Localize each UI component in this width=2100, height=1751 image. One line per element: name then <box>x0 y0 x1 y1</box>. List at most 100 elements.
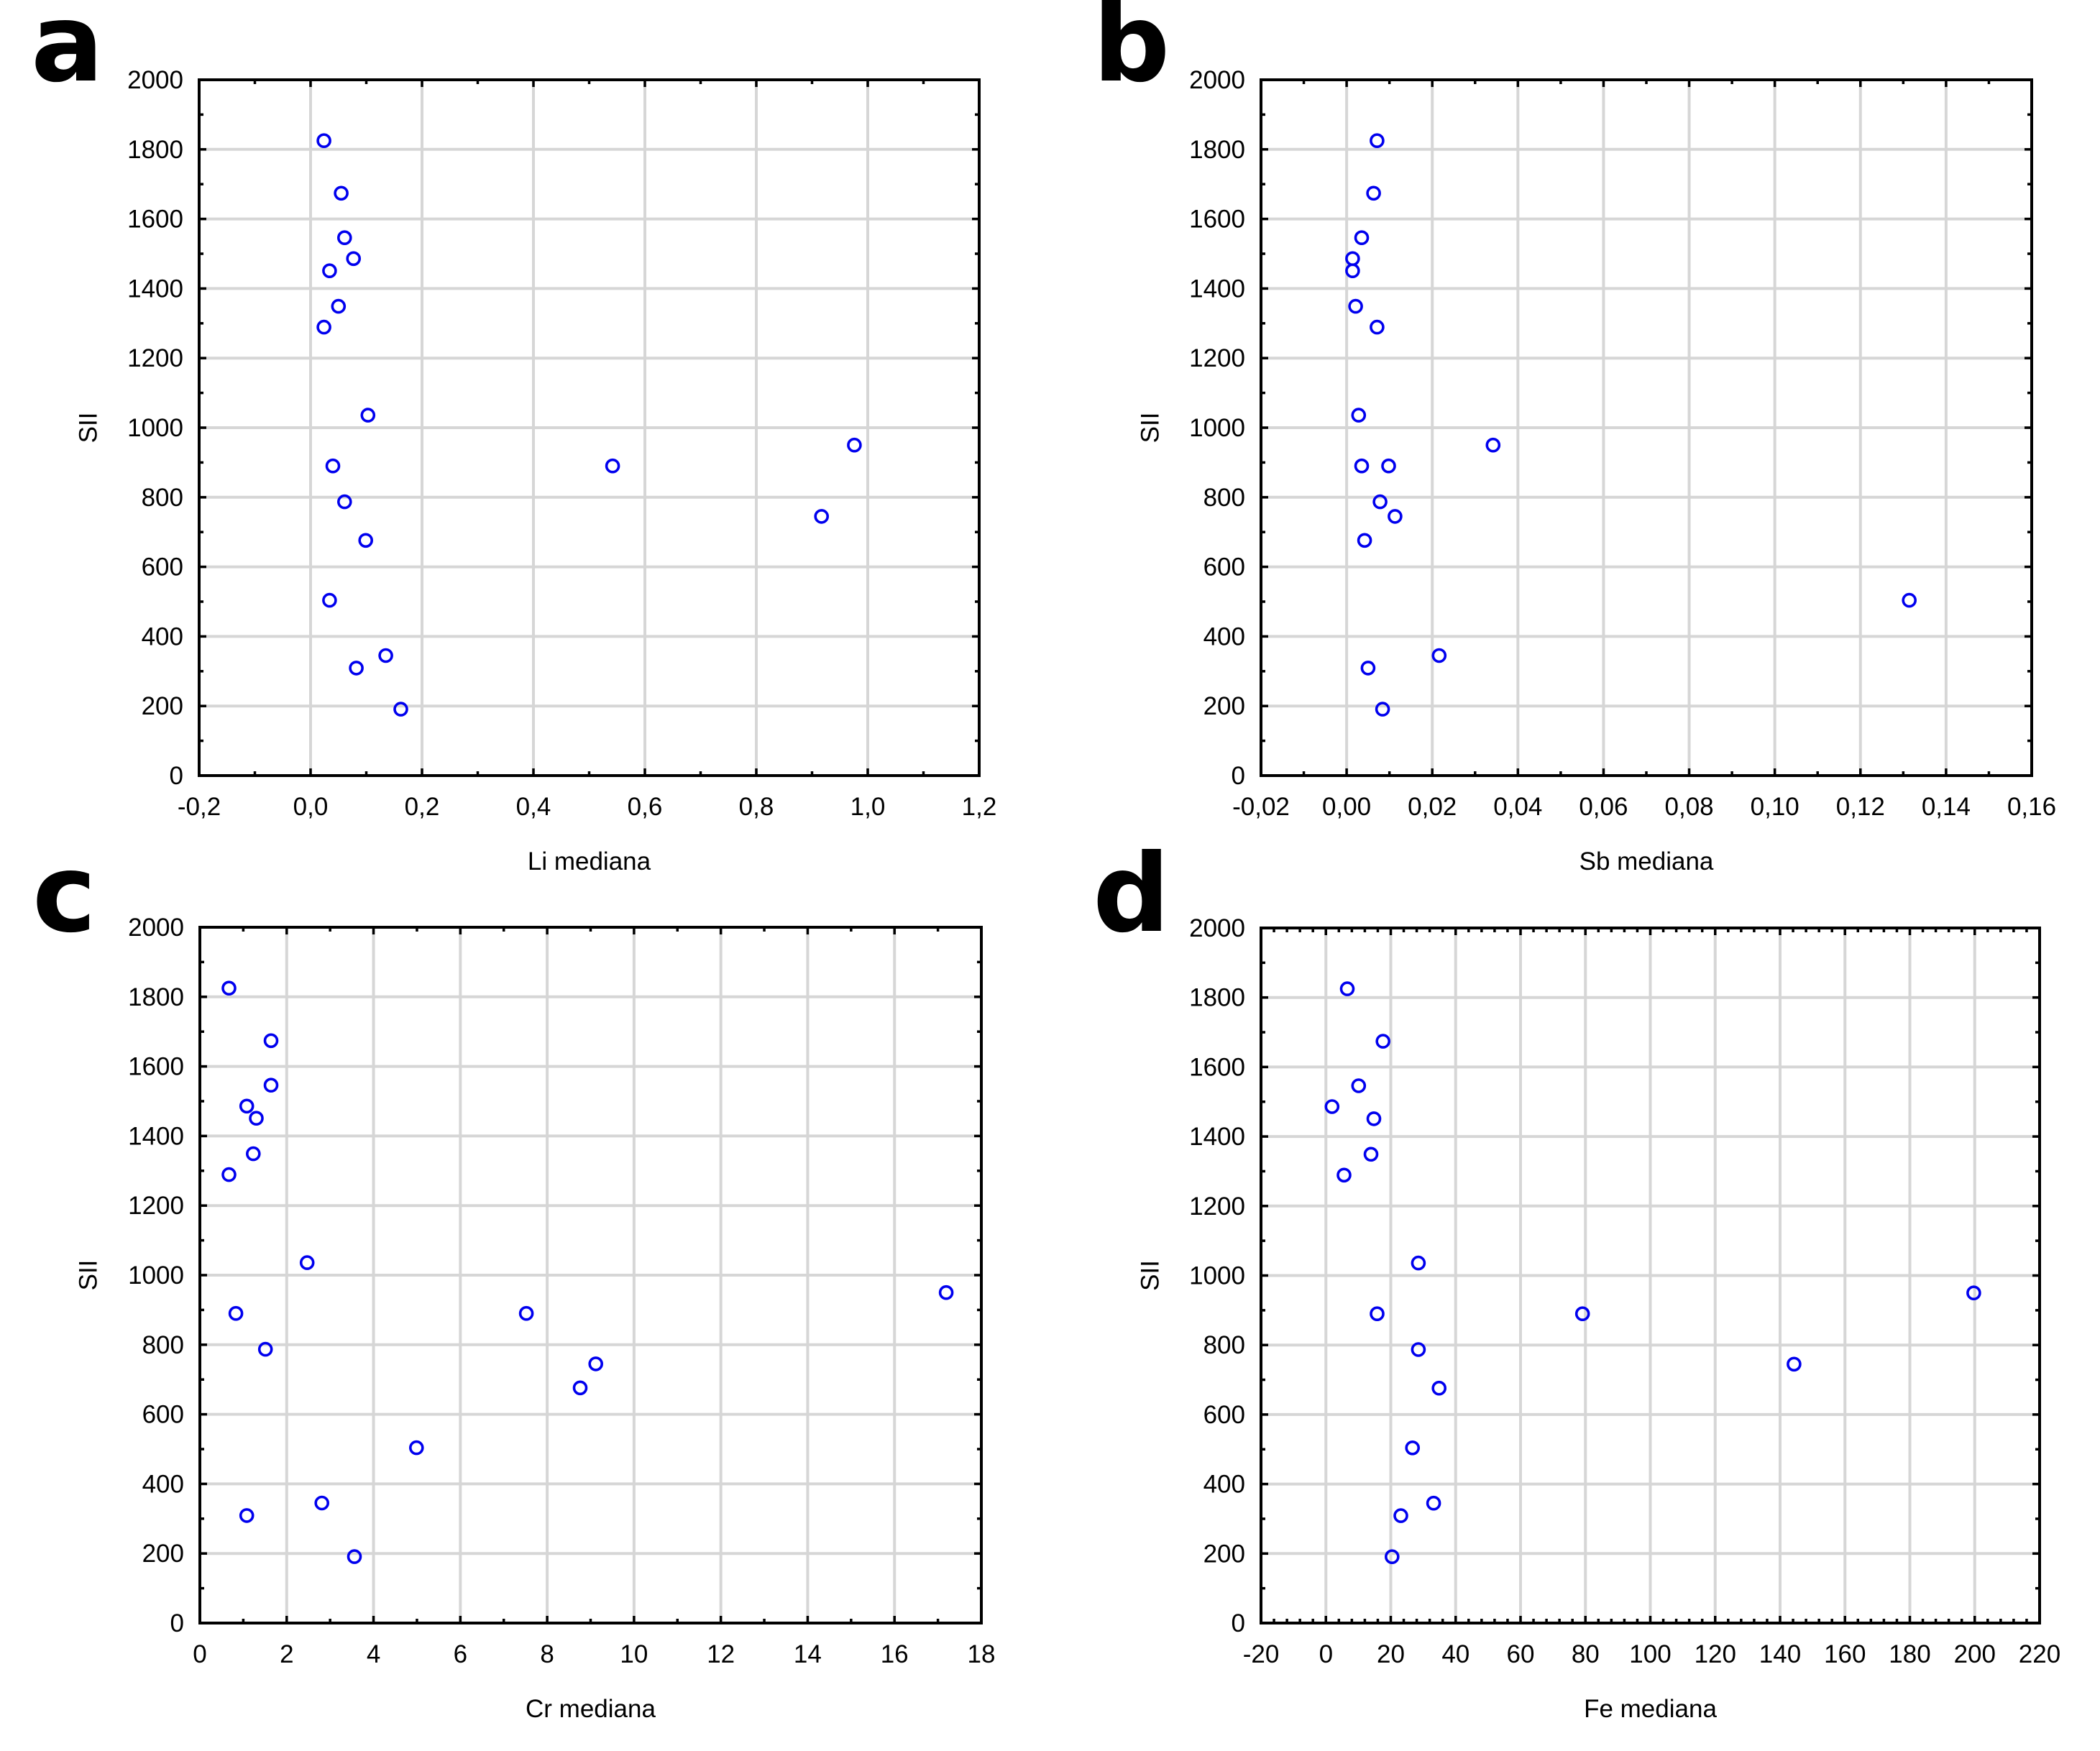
x-tick-label: 120 <box>1695 1640 1736 1668</box>
data-point <box>1902 592 1917 608</box>
data-points <box>221 980 954 1564</box>
y-tick-label: 1600 <box>128 1053 184 1081</box>
y-tick-labels: 0 200 400 600 800 1000 1200 1400 1600 1800 2000 <box>1189 66 1245 790</box>
y-tick-label: 1000 <box>1189 1262 1245 1290</box>
data-point <box>1426 1495 1441 1511</box>
data-point <box>1354 458 1370 474</box>
data-point <box>1393 1508 1408 1523</box>
axis-ticks <box>198 78 981 777</box>
data-point <box>1366 1111 1382 1126</box>
y-tick-label: 1000 <box>1189 414 1245 442</box>
y-tick-label: 1200 <box>1189 344 1245 372</box>
data-point <box>1405 1440 1420 1456</box>
data-point <box>1348 298 1363 314</box>
x-tick-label: 40 <box>1441 1640 1469 1668</box>
data-point <box>1354 230 1370 246</box>
data-point <box>814 509 829 524</box>
y-tick-label: 800 <box>142 1331 184 1359</box>
x-tick-label: 0,10 <box>1751 793 1799 821</box>
y-tick-label: 1600 <box>1189 1053 1245 1081</box>
y-tick-label: 600 <box>142 553 183 582</box>
y-tick-label: 1000 <box>127 414 183 442</box>
y-tick-label: 800 <box>142 484 183 512</box>
x-tick-label: 80 <box>1572 1640 1600 1668</box>
x-tick-label: 1,2 <box>962 793 997 821</box>
x-tick-label: 0,14 <box>1922 793 1971 821</box>
data-point <box>1351 1078 1367 1093</box>
y-tick-label: 1800 <box>127 136 183 164</box>
data-point <box>1411 1342 1426 1357</box>
data-point <box>358 533 374 548</box>
data-point <box>1351 408 1367 423</box>
x-tick-label: 100 <box>1629 1640 1671 1668</box>
data-point <box>322 263 337 279</box>
data-points <box>1345 133 1917 717</box>
data-point <box>1363 1146 1379 1162</box>
x-tick-label: 220 <box>2019 1640 2060 1668</box>
y-tick-label: 1200 <box>127 344 183 372</box>
y-axis-title: SII <box>75 413 103 444</box>
y-tick-label: 800 <box>1203 1331 1245 1359</box>
data-point <box>325 458 341 474</box>
x-tick-label: 0,00 <box>1322 793 1371 821</box>
data-point <box>221 1167 237 1182</box>
data-point <box>1375 1034 1390 1049</box>
y-tick-label: 400 <box>1203 1471 1245 1499</box>
data-point <box>1336 1167 1352 1183</box>
panel-letter-c: c <box>32 832 96 957</box>
y-tick-label: 200 <box>142 1540 184 1568</box>
axis-ticks <box>1260 927 2041 1624</box>
x-axis-title: Cr mediana <box>526 1695 656 1723</box>
x-tick-label: 10 <box>620 1640 648 1668</box>
data-point <box>588 1356 604 1371</box>
x-tick-label: 0,0 <box>293 793 329 821</box>
data-point <box>334 185 349 201</box>
x-tick-label: 14 <box>794 1640 822 1668</box>
data-point <box>299 1255 315 1270</box>
x-tick-label: 12 <box>707 1640 735 1668</box>
grid-lines <box>200 927 981 1623</box>
panel-c: c 0 2 4 6 8 10 12 14 16 18 0 200 400 600 800 1000 1200 1… <box>32 832 995 1723</box>
x-tick-label: -0,2 <box>178 793 221 821</box>
data-point <box>263 1077 279 1093</box>
data-point <box>1370 1306 1385 1321</box>
data-point <box>360 408 376 423</box>
axis-ticks <box>1260 78 2033 777</box>
y-tick-label: 1000 <box>128 1261 184 1290</box>
data-point <box>257 1341 273 1357</box>
x-axis-title: Li mediana <box>528 847 651 876</box>
y-tick-label: 400 <box>1203 622 1245 651</box>
x-tick-label: -20 <box>1243 1640 1280 1668</box>
panel-a: a -0,2 0,0 0,2 0,4 0,6 0,8 1,0 1,2 0 200 400 600 80… <box>31 0 996 876</box>
y-tick-label: 0 <box>170 762 183 790</box>
data-point <box>239 1508 255 1523</box>
panel-d: d -20 0 20 40 60 80 100 120 140 160 180 200 220 0 200… <box>1093 832 2060 1723</box>
y-tick-label: 600 <box>142 1401 184 1429</box>
x-tick-label: 0,4 <box>516 793 551 821</box>
x-tick-label: 180 <box>1889 1640 1930 1668</box>
data-point <box>239 1098 255 1114</box>
x-tick-label: 8 <box>540 1640 554 1668</box>
y-tick-label: 200 <box>1203 692 1245 720</box>
y-tick-label: 0 <box>1232 1609 1245 1637</box>
x-tick-label: 0,8 <box>739 793 774 821</box>
x-axis-title: Fe mediana <box>1584 1695 1717 1723</box>
x-tick-label: 2 <box>280 1640 293 1668</box>
x-tick-label: 1,0 <box>850 793 886 821</box>
y-tick-labels: 0 200 400 600 800 1000 1200 1400 1600 1800 2000 <box>127 66 183 790</box>
y-tick-label: 0 <box>170 1609 184 1637</box>
data-point <box>1370 133 1385 148</box>
axis-ticks <box>198 926 983 1624</box>
y-axis-title: SII <box>1137 1260 1165 1291</box>
data-point <box>1431 1380 1446 1396</box>
panel-letter-a: a <box>31 0 104 106</box>
data-points <box>316 133 862 717</box>
y-tick-label: 400 <box>142 1470 184 1498</box>
data-point <box>1339 981 1355 996</box>
data-point <box>1411 1255 1426 1271</box>
data-point <box>346 251 362 267</box>
data-point <box>1966 1285 1981 1300</box>
data-point <box>1360 661 1376 676</box>
